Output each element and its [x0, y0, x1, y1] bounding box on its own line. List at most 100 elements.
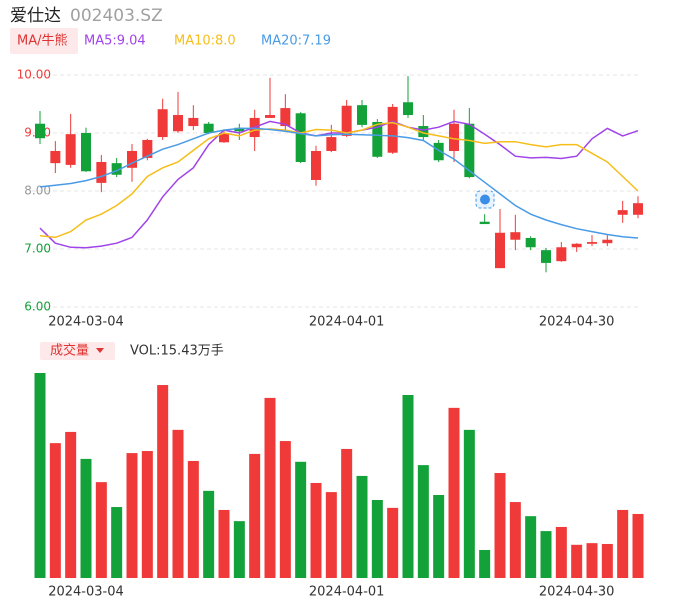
legend-item: MA20:7.19 — [261, 34, 331, 49]
ma-line — [39, 127, 639, 239]
candle-body — [142, 139, 153, 158]
volume-title: VOL:15.43万手 — [130, 344, 224, 359]
volume-bar — [95, 482, 107, 578]
candle-body — [387, 106, 398, 153]
candle-body — [295, 113, 306, 162]
candle-body — [188, 117, 199, 127]
volume-bar — [325, 492, 337, 578]
y-tick-label: 7.00 — [24, 242, 51, 256]
legend-item: MA10:8.0 — [174, 34, 236, 49]
candle-body — [403, 102, 413, 116]
candle-body — [602, 239, 613, 244]
candle-body — [556, 247, 567, 262]
volume-bar — [525, 516, 537, 578]
volume-bar — [479, 549, 491, 578]
candle-body — [464, 123, 475, 178]
candle-body — [65, 134, 76, 165]
candle-body — [96, 162, 107, 183]
candle-body — [525, 237, 536, 248]
indicator-label[interactable]: MA/牛熊 — [17, 33, 68, 49]
candle-body — [326, 137, 337, 151]
volume-bar — [540, 531, 552, 578]
volume-bar — [34, 373, 46, 578]
candle-body — [510, 232, 521, 240]
candle-body — [418, 126, 429, 138]
volume-bar — [157, 385, 169, 578]
candle-body — [449, 123, 459, 151]
volume-bar — [65, 431, 77, 578]
volume-button[interactable] — [40, 342, 115, 360]
volume-bar — [494, 473, 506, 578]
x-tick-label: 2024-04-01 — [309, 585, 385, 600]
volume-bar — [111, 507, 123, 578]
volume-bar — [49, 443, 61, 578]
volume-bar — [218, 509, 230, 578]
candle-body — [219, 133, 229, 143]
volume-button-label[interactable]: 成交量 — [50, 343, 89, 359]
volume-bar — [433, 495, 445, 578]
volume-bar — [233, 521, 245, 578]
candle-body — [280, 108, 291, 127]
x-tick-label: 2024-04-30 — [539, 585, 615, 600]
volume-bar — [402, 394, 414, 578]
candle-body — [173, 115, 183, 132]
candle-body — [617, 210, 628, 215]
candle-body — [357, 105, 367, 125]
x-tick-label: 2024-04-30 — [539, 315, 615, 330]
volume-bar — [341, 448, 353, 578]
volume-bar — [632, 513, 644, 578]
volume-bar — [172, 429, 184, 578]
volume-bar — [310, 482, 322, 578]
volume-bar — [126, 453, 138, 578]
candle-body — [541, 250, 551, 263]
volume-bar — [571, 544, 583, 578]
candle-body — [157, 109, 168, 138]
candle-body — [587, 242, 597, 244]
candle-body — [35, 123, 45, 139]
candle-body — [234, 127, 245, 132]
stock-code: 002403.SZ — [70, 6, 163, 26]
candle-body — [479, 221, 490, 225]
candle-body — [341, 105, 352, 136]
candle-body — [127, 150, 137, 168]
ma-line — [39, 120, 639, 249]
volume-bar — [417, 465, 429, 578]
volume-bar — [509, 502, 521, 578]
candle-body — [81, 133, 91, 172]
volume-bar — [187, 460, 199, 578]
volume-bar — [295, 461, 307, 578]
candle-body — [203, 123, 214, 133]
legend-item: MA5:9.04 — [84, 34, 146, 49]
ma-line — [39, 121, 639, 239]
signal-badge — [475, 190, 495, 209]
volume-bar — [203, 490, 215, 578]
candle-body — [50, 150, 61, 164]
volume-bar — [141, 451, 153, 578]
x-tick-label: 2024-04-01 — [309, 315, 385, 330]
volume-bar — [356, 475, 368, 578]
volume-bar — [249, 453, 261, 578]
candle-body — [633, 203, 643, 215]
indicator-button[interactable] — [10, 28, 78, 54]
volume-bar — [555, 526, 567, 578]
candle-body — [111, 163, 122, 175]
volume-bar — [586, 543, 598, 578]
volume-bar — [601, 543, 613, 578]
volume-bar — [448, 407, 460, 578]
volume-bar — [371, 499, 383, 578]
candle-body — [265, 115, 275, 118]
y-tick-label: 6.00 — [24, 300, 51, 314]
candle-body — [495, 232, 505, 269]
y-tick-label: 10.00 — [17, 68, 51, 82]
volume-bar — [279, 441, 291, 578]
volume-bar — [80, 458, 92, 578]
stock-name: 爱仕达 — [10, 6, 61, 26]
dropdown-arrow[interactable] — [96, 348, 104, 353]
candle-body — [433, 142, 444, 161]
volume-bar — [463, 429, 475, 578]
volume-bar — [387, 507, 399, 578]
x-tick-label: 2024-03-04 — [48, 585, 124, 600]
candle-body — [571, 243, 582, 248]
x-tick-label: 2024-03-04 — [48, 315, 124, 330]
